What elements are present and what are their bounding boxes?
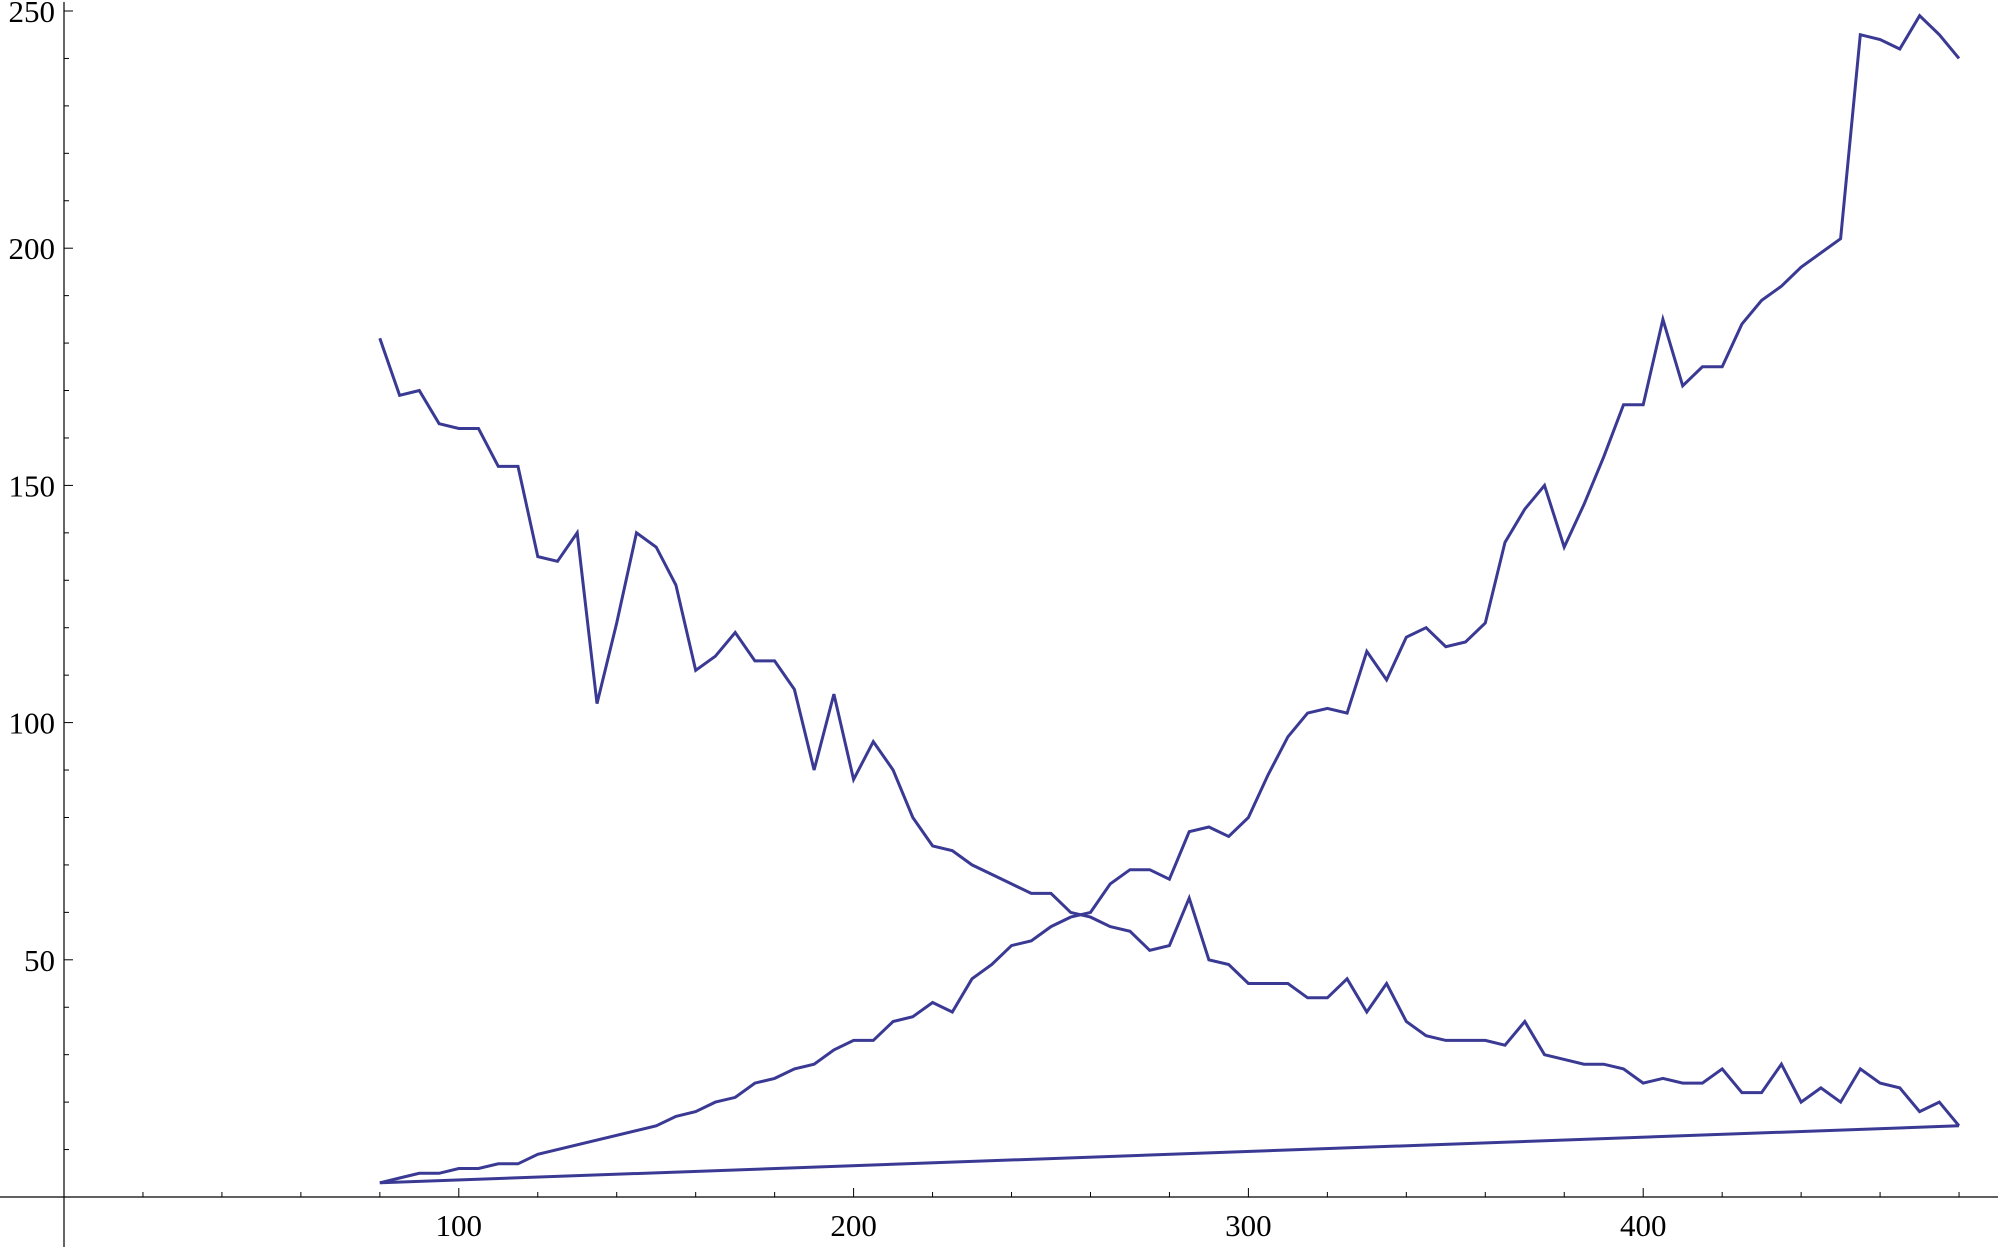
- y-tick-label: 50: [24, 943, 55, 978]
- x-tick-label: 100: [436, 1208, 483, 1243]
- x-tick-label: 200: [830, 1208, 877, 1243]
- y-tick-label: 100: [9, 706, 56, 741]
- y-tick-label: 250: [9, 0, 56, 29]
- series-line-3: [379, 1124, 1960, 1185]
- series-lines: [378, 13, 1961, 1185]
- x-tick-label: 400: [1620, 1208, 1667, 1243]
- y-tick-label: 150: [9, 468, 56, 503]
- y-tick-label: 200: [9, 231, 56, 266]
- series-line-1: [378, 337, 1961, 1127]
- series-line-2: [379, 13, 1961, 1185]
- x-tick-label: 300: [1225, 1208, 1272, 1243]
